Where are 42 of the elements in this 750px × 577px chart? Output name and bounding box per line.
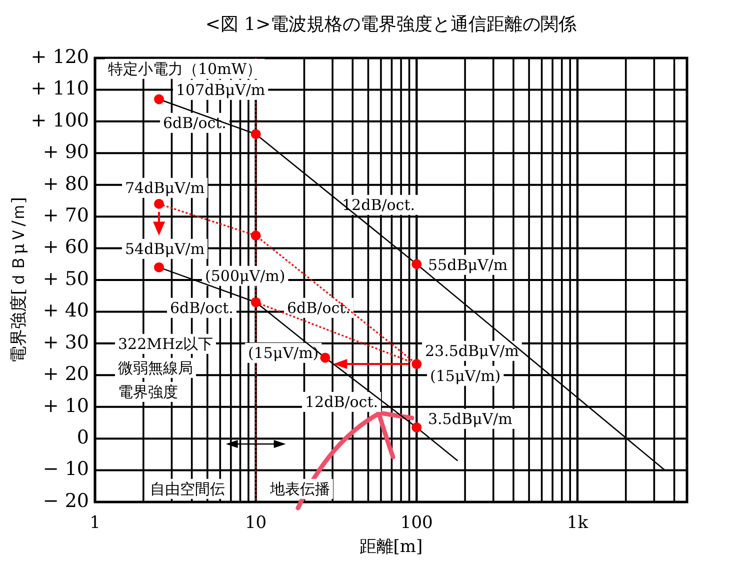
x-tick-label: 1k <box>566 513 589 533</box>
annotation: 12dB/oct. <box>342 196 415 214</box>
x-tick-label: 10 <box>244 513 267 533</box>
y-tick-label: + 60 <box>42 236 89 258</box>
y-tick-label: + 110 <box>30 78 89 100</box>
annotation: 12dB/oct. <box>305 392 378 411</box>
y-axis-title: 電界強度[ｄＢμＶ/ｍ] <box>9 196 29 364</box>
annotation: 322MHz以下 <box>118 334 213 353</box>
annotation: (15μV/m) <box>430 366 501 385</box>
y-tick-label: + 40 <box>42 300 89 322</box>
x-tick-label: 1 <box>90 513 100 533</box>
y-tick-label: + 90 <box>42 141 89 164</box>
annotation: 6dB/oct. <box>287 298 350 317</box>
annotation: 電界強度 <box>118 382 178 401</box>
annotation: (500μV/m) <box>205 266 286 285</box>
x-tick-label: 100 <box>400 513 433 533</box>
y-tick-label: + 20 <box>42 363 89 386</box>
y-tick-label: + 80 <box>42 172 89 195</box>
annotation: 6dB/oct. <box>163 114 226 132</box>
y-tick-label: + 100 <box>30 109 89 132</box>
annotation: 微弱無線局 <box>118 358 193 377</box>
y-tick-label: + 70 <box>42 204 89 227</box>
y-tick-label: + 30 <box>42 331 89 354</box>
y-tick-label: − 20 <box>42 490 89 512</box>
annotation: 自由空間伝 <box>150 480 225 498</box>
chart-title: <図 1>電波規格の電界強度と通信距離の関係 <box>205 14 577 35</box>
annotation: 6dB/oct. <box>170 298 234 317</box>
y-tick-label: + 120 <box>30 46 89 68</box>
annotation: 74dBμV/m <box>125 178 205 197</box>
annotation: 54dBμV/m <box>125 240 205 258</box>
x-axis-title: 距離[m] <box>359 537 423 557</box>
annotation: 23.5dBμV/m <box>425 342 519 360</box>
y-tick-label: + 10 <box>42 394 89 417</box>
y-tick-label: + 50 <box>42 268 89 290</box>
annotation: 特定小電力（10mW） <box>108 60 262 78</box>
annotation: 地表伝播 <box>269 480 330 498</box>
annotation: 3.5dBμV/m <box>428 410 512 428</box>
y-tick-label: − 10 <box>42 458 89 480</box>
annotation: 107dBμV/m <box>176 80 266 99</box>
y-tick-label: 0 <box>76 426 89 449</box>
annotation: 55dBμV/m <box>428 256 508 274</box>
annotation: (15μV/m) <box>248 344 319 362</box>
